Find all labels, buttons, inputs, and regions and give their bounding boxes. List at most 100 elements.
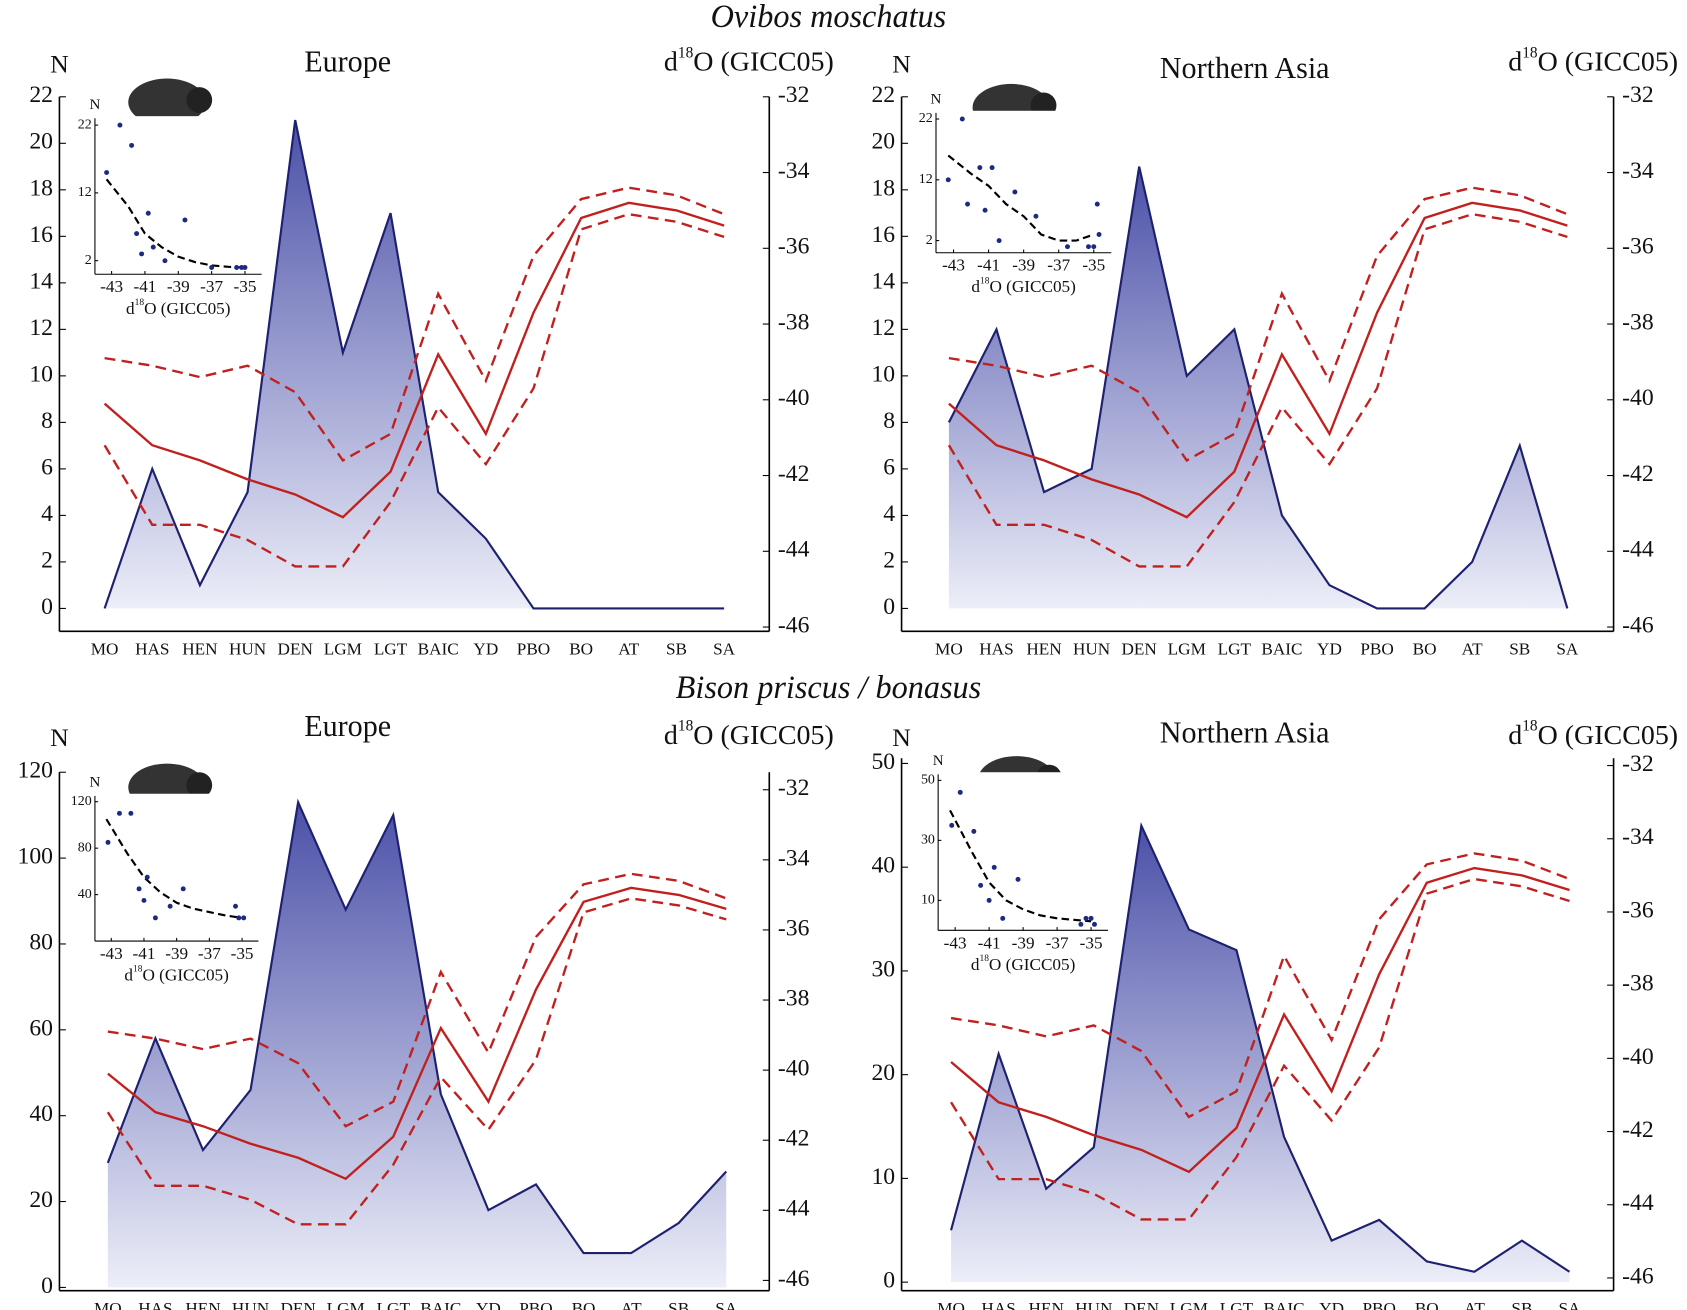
inset-x-tick-label: -35 (234, 277, 257, 296)
label-part: O (GICC05) (144, 299, 230, 318)
inset-point (234, 265, 240, 270)
label-part: d (971, 955, 980, 974)
y-tick-label: 22 (29, 82, 53, 108)
x-tick-label: LGM (324, 640, 362, 659)
x-tick-label: BO (572, 1299, 596, 1310)
area-fill (951, 825, 1570, 1283)
inset-point (128, 810, 134, 816)
inset-y-tick-label: 22 (919, 111, 933, 126)
label-sup: 18 (1522, 717, 1538, 734)
y2-axis-label: d18O (GICC05) (1508, 44, 1678, 78)
inset-y-tick-label: 30 (921, 833, 935, 848)
inset-y-label: N (89, 97, 100, 113)
y-tick-label: 8 (41, 408, 53, 434)
inset-y-tick-label: 2 (926, 233, 933, 248)
x-tick-label: HEN (1029, 1299, 1065, 1310)
inset-point (978, 882, 984, 888)
inset-x-tick-label: -41 (133, 944, 156, 963)
inset-y-tick-label: 50 (921, 773, 935, 788)
label-part: d (1508, 47, 1522, 78)
y2-tick-label: -34 (1622, 824, 1654, 850)
x-tick-label: HEN (1026, 640, 1062, 659)
x-tick-label: HAS (135, 640, 169, 659)
inset-point (1078, 921, 1084, 927)
inset-point (241, 915, 247, 921)
x-tick-label: HUN (232, 1299, 270, 1310)
y-tick-label: 10 (871, 1164, 895, 1190)
label-sup: 18 (979, 954, 989, 964)
inset-point (150, 244, 156, 250)
inset-y-label: N (89, 774, 100, 790)
inset-point (233, 903, 238, 909)
inset-point (996, 238, 1002, 244)
y-tick-label: 100 (17, 844, 52, 870)
y2-tick-label: -40 (1622, 385, 1654, 411)
y-tick-label: 50 (871, 749, 895, 775)
label-part: O (GICC05) (1538, 720, 1679, 751)
label-part: O (GICC05) (693, 720, 834, 751)
x-tick-label: YD (476, 1299, 501, 1310)
inset-point (182, 217, 188, 223)
y2-tick-label: -36 (778, 915, 810, 941)
x-tick-label: PBO (519, 1299, 552, 1310)
inset-point (1096, 232, 1102, 237)
line (107, 886, 727, 1181)
label-sup: 18 (980, 277, 990, 287)
inset-point (957, 789, 963, 795)
y-tick-label: 40 (29, 1101, 53, 1127)
inset-point (136, 886, 142, 892)
inset-point (959, 116, 965, 122)
y2-tick-label: -42 (778, 1126, 810, 1152)
x-tick-label: SB (1509, 640, 1530, 659)
x-tick-label: DEN (1124, 1299, 1160, 1310)
inset-x-tick-label: -37 (200, 277, 223, 296)
x-tick-label: BAIC (1264, 1299, 1305, 1310)
y2-tick-label: -38 (1622, 309, 1654, 335)
line (106, 897, 727, 1226)
label-sup: 18 (135, 298, 145, 308)
inset-point (1000, 915, 1006, 921)
x-tick-label: BAIC (1261, 640, 1302, 659)
x-tick-label: LGT (374, 640, 408, 659)
inset-point (134, 231, 140, 237)
y-tick-label: 4 (41, 501, 53, 527)
inset-x-tick-label: -43 (100, 277, 123, 296)
y-tick-label: 14 (871, 268, 895, 294)
inset-y-tick-label: 10 (921, 893, 935, 908)
section-heading: Bison priscus / bonasus (676, 669, 982, 705)
fit-line (105, 178, 246, 269)
x-tick-label: YD (1319, 1299, 1344, 1310)
inset-x-label: d18O (GICC05) (971, 954, 1075, 974)
label-part: O (GICC05) (989, 277, 1075, 296)
y2-tick-label: -40 (778, 1056, 810, 1082)
x-tick-label: MO (935, 640, 963, 659)
panel-title: Europe (304, 709, 391, 743)
x-tick-label: AT (621, 1299, 643, 1310)
y2-tick-label: -36 (778, 234, 810, 260)
inset-point (1033, 213, 1039, 219)
y-tick-label: 40 (871, 853, 895, 879)
inset-point (971, 828, 977, 834)
inset-y-tick-label: 12 (919, 172, 933, 187)
x-tick-label: AT (1462, 640, 1484, 659)
line (103, 212, 725, 568)
y2-tick-label: -46 (778, 1266, 810, 1292)
y-tick-label: 12 (871, 315, 895, 341)
label-part: O (GICC05) (142, 966, 228, 985)
fit-line (105, 818, 243, 919)
inset-point (1012, 189, 1018, 195)
y2-tick-label: -32 (1622, 751, 1654, 777)
inset-point (1091, 244, 1097, 250)
x-tick-label: HAS (981, 1299, 1015, 1310)
inset-point (989, 165, 995, 171)
inset-y-label: N (931, 91, 942, 107)
y-axis-label: N (892, 50, 911, 79)
inset-point (991, 864, 997, 870)
inset-point (117, 122, 123, 128)
x-tick-label: BAIC (418, 640, 459, 659)
x-tick-label: AT (618, 640, 640, 659)
inset-y-tick-label: 120 (71, 794, 92, 809)
inset-point (1015, 876, 1021, 882)
inset-x-tick-label: -35 (1082, 256, 1105, 275)
